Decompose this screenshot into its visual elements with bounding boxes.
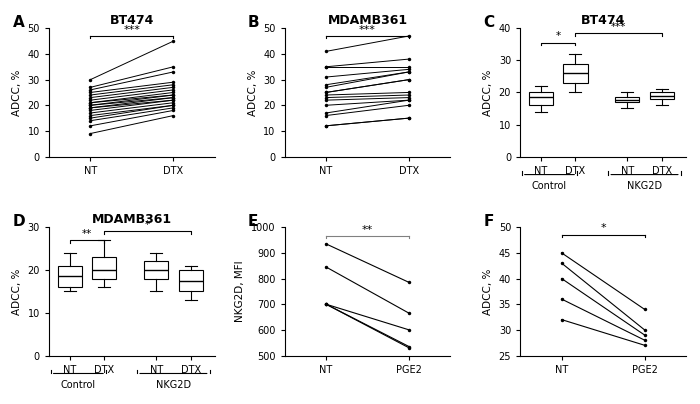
- PathPatch shape: [615, 97, 639, 102]
- Y-axis label: ADCC, %: ADCC, %: [483, 69, 493, 116]
- Title: BT474: BT474: [581, 14, 625, 27]
- PathPatch shape: [178, 270, 203, 291]
- Y-axis label: ADCC, %: ADCC, %: [12, 69, 22, 116]
- PathPatch shape: [650, 93, 674, 99]
- PathPatch shape: [564, 63, 587, 83]
- Text: F: F: [484, 215, 494, 229]
- PathPatch shape: [528, 93, 553, 105]
- Text: ***: ***: [359, 25, 376, 35]
- Y-axis label: ADCC, %: ADCC, %: [248, 69, 258, 116]
- Title: MDAMB361: MDAMB361: [92, 213, 172, 226]
- Y-axis label: NKG2D, MFI: NKG2D, MFI: [235, 261, 246, 322]
- Text: Control: Control: [532, 181, 567, 191]
- Text: ***: ***: [123, 25, 141, 35]
- Text: **: **: [362, 225, 373, 235]
- Text: E: E: [248, 215, 258, 229]
- Y-axis label: ADCC, %: ADCC, %: [12, 268, 22, 315]
- Text: ***: ***: [611, 22, 626, 32]
- Text: *: *: [556, 32, 561, 42]
- Text: *: *: [145, 220, 150, 230]
- Text: NKG2D: NKG2D: [156, 380, 191, 390]
- Title: MDAMB361: MDAMB361: [328, 14, 407, 27]
- Title: BT474: BT474: [110, 14, 154, 27]
- Text: Control: Control: [61, 380, 96, 390]
- Text: B: B: [248, 15, 260, 30]
- Text: D: D: [13, 215, 25, 229]
- Text: NKG2D: NKG2D: [627, 181, 662, 191]
- Text: C: C: [484, 15, 495, 30]
- PathPatch shape: [144, 261, 168, 278]
- Text: A: A: [13, 15, 25, 30]
- Text: *: *: [600, 223, 606, 234]
- PathPatch shape: [57, 266, 82, 287]
- Text: **: **: [82, 229, 92, 239]
- PathPatch shape: [92, 257, 116, 278]
- Y-axis label: ADCC, %: ADCC, %: [483, 268, 493, 315]
